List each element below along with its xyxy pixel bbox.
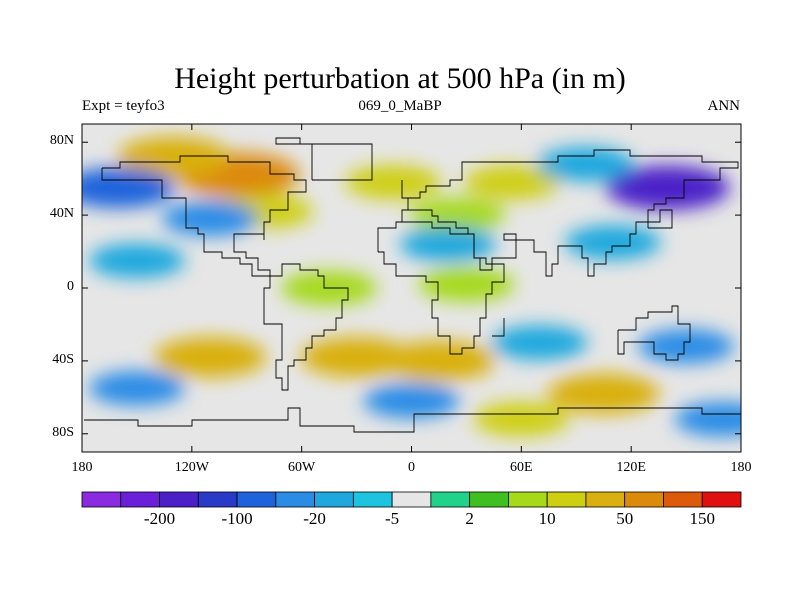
field-region-13: [418, 267, 515, 302]
colorbar-swatch: [197, 491, 238, 508]
field-region-10: [400, 226, 497, 262]
field-region-22: [547, 373, 660, 414]
colorbar-swatch: [275, 491, 315, 508]
colorbar-swatch: [81, 491, 122, 508]
field-region-18: [638, 329, 735, 364]
height-field: [82, 136, 741, 437]
colorbar-swatch: [391, 491, 432, 508]
lat-label: 0: [67, 279, 74, 294]
case-label: 069_0_MaBP: [358, 98, 442, 114]
lon-label: 0: [408, 460, 415, 475]
colorbar-label: 10: [538, 509, 556, 528]
field-region-1: [117, 136, 230, 177]
colorbar-label: -5: [385, 509, 400, 528]
coastline-0: [101, 155, 307, 277]
lat-label: 80S: [52, 424, 74, 440]
lat-label: 40N: [49, 206, 74, 222]
coastline-9: [647, 209, 673, 229]
field-region-14: [88, 243, 185, 278]
lon-label: 180: [71, 460, 93, 475]
lat-label: 40S: [52, 351, 74, 367]
field-region-24: [674, 401, 741, 437]
field-region-5: [409, 197, 506, 233]
lon-label: 120W: [174, 460, 209, 475]
colorbar-swatch: [159, 491, 199, 508]
coastline-2: [396, 149, 739, 277]
colorbar: [81, 491, 742, 508]
coastline-8: [401, 180, 414, 199]
coastline-5: [84, 407, 741, 433]
field-region-19: [491, 325, 588, 360]
coastline-3: [377, 221, 505, 355]
colorbar-swatch: [430, 491, 471, 508]
field-region-17: [154, 337, 267, 378]
colorbar-label: -200: [143, 509, 176, 528]
lon-label: 180: [730, 460, 752, 475]
field-region-6: [82, 167, 175, 208]
colorbar-swatch: [469, 491, 509, 508]
experiment-label: Expt = teyfo3: [82, 98, 165, 114]
field-region-11: [564, 225, 661, 260]
colorbar-label: 2: [465, 509, 474, 528]
field-region-7: [605, 165, 730, 211]
field-region-4: [464, 165, 561, 200]
chart-title: Height perturbation at 500 hPa (in m): [174, 62, 626, 95]
colorbar-swatch: [236, 491, 277, 508]
colorbar-swatch: [508, 491, 548, 508]
lon-label: 60E: [510, 460, 533, 475]
colorbar-swatch: [624, 491, 664, 508]
colorbar-swatch: [352, 491, 393, 508]
field-region-16: [382, 340, 495, 382]
lat-label: 80N: [49, 133, 74, 149]
colorbar-label: -100: [221, 509, 253, 528]
colorbar-swatch: [663, 491, 703, 508]
coastline-4: [617, 305, 691, 361]
colorbar-swatch: [120, 491, 160, 508]
field-region-3: [345, 165, 442, 200]
colorbar-label: 50: [616, 509, 634, 528]
field-region-8: [537, 146, 634, 182]
colorbar-label: 150: [689, 509, 715, 528]
field-region-20: [88, 370, 185, 406]
field-region-15: [300, 337, 413, 378]
coastline-6: [275, 137, 373, 181]
field-region-9: [162, 201, 259, 237]
colorbar-swatch: [701, 491, 742, 508]
colorbar-swatch: [585, 491, 626, 508]
season-label: ANN: [707, 98, 741, 114]
lon-label: 120E: [616, 460, 646, 475]
coastline-1: [263, 263, 349, 391]
coastline-7: [492, 318, 505, 337]
lon-label: 60W: [288, 460, 316, 475]
coastlines: [84, 137, 741, 433]
field-region-21: [363, 383, 460, 419]
colorbar-swatch: [314, 491, 354, 508]
colorbar-label: -20: [303, 509, 326, 528]
colorbar-swatch: [546, 491, 587, 508]
field-region-23: [473, 401, 570, 437]
